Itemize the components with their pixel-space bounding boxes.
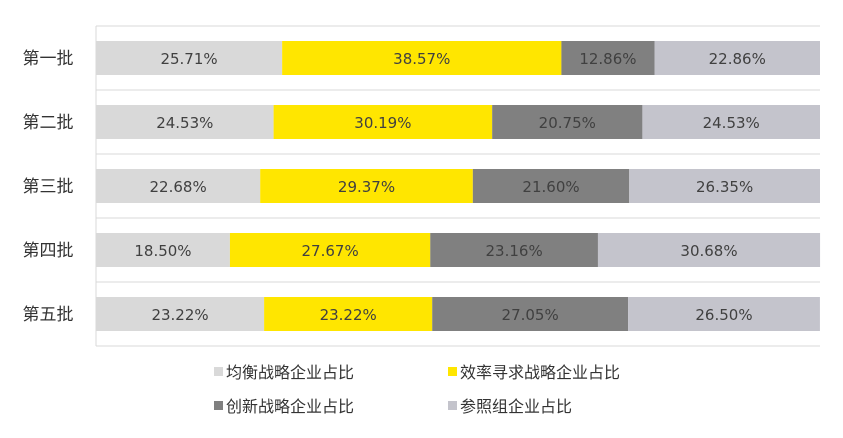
data-label: 24.53%: [703, 114, 760, 132]
category-label: 第四批: [23, 241, 74, 261]
bar-segment: [629, 169, 820, 203]
bar-segment: [260, 169, 473, 203]
data-label: 23.22%: [320, 306, 377, 324]
bar-segment: [96, 41, 283, 75]
bar-segment: [282, 41, 562, 75]
bar-segment: [273, 105, 493, 139]
data-label: 12.86%: [579, 50, 636, 68]
legend-swatch: [448, 401, 457, 410]
legend-swatch: [448, 367, 457, 376]
data-label: 25.71%: [160, 50, 217, 68]
bar-segment: [432, 297, 629, 331]
legend-swatch: [214, 401, 223, 410]
bar-segment: [229, 233, 431, 267]
legend-label: 参照组企业占比: [460, 397, 572, 416]
data-label: 20.75%: [539, 114, 596, 132]
bar-segment: [597, 233, 821, 267]
bar-segment: [492, 105, 643, 139]
data-label: 22.86%: [709, 50, 766, 68]
data-label: 18.50%: [134, 242, 191, 260]
data-label: 30.19%: [354, 114, 411, 132]
bar-segment: [96, 169, 261, 203]
bar-segment: [642, 105, 820, 139]
category-label: 第三批: [23, 177, 74, 197]
bar-segment: [96, 105, 274, 139]
bar-segment: [96, 297, 265, 331]
data-label: 23.16%: [486, 242, 543, 260]
legend-label: 均衡战略企业占比: [226, 363, 354, 382]
data-label: 24.53%: [156, 114, 213, 132]
data-label: 38.57%: [393, 50, 450, 68]
bar-segment: [654, 41, 820, 75]
legend-label: 效率寻求战略企业占比: [460, 363, 620, 382]
data-label: 26.35%: [696, 178, 753, 196]
data-label: 21.60%: [522, 178, 579, 196]
bar-segment: [264, 297, 433, 331]
category-label: 第二批: [23, 113, 74, 133]
bar-segment: [472, 169, 630, 203]
legend-label: 创新战略企业占比: [226, 397, 354, 416]
data-label: 27.05%: [502, 306, 559, 324]
category-label: 第五批: [23, 305, 74, 325]
bar-segment: [628, 297, 820, 331]
data-label: 23.22%: [151, 306, 208, 324]
bar-segment: [430, 233, 598, 267]
data-label: 22.68%: [150, 178, 207, 196]
data-label: 26.50%: [695, 306, 752, 324]
category-label: 第一批: [23, 49, 74, 69]
bars: 25.71% 38.57% 12.86% 22.86% 24.53% 30.19% 20.7…: [96, 41, 821, 331]
bar-segment: [96, 233, 230, 267]
bar-segment: [561, 41, 655, 75]
data-label: 30.68%: [680, 242, 737, 260]
legend-swatch: [214, 367, 223, 376]
data-label: 27.67%: [302, 242, 359, 260]
data-label: 29.37%: [338, 178, 395, 196]
